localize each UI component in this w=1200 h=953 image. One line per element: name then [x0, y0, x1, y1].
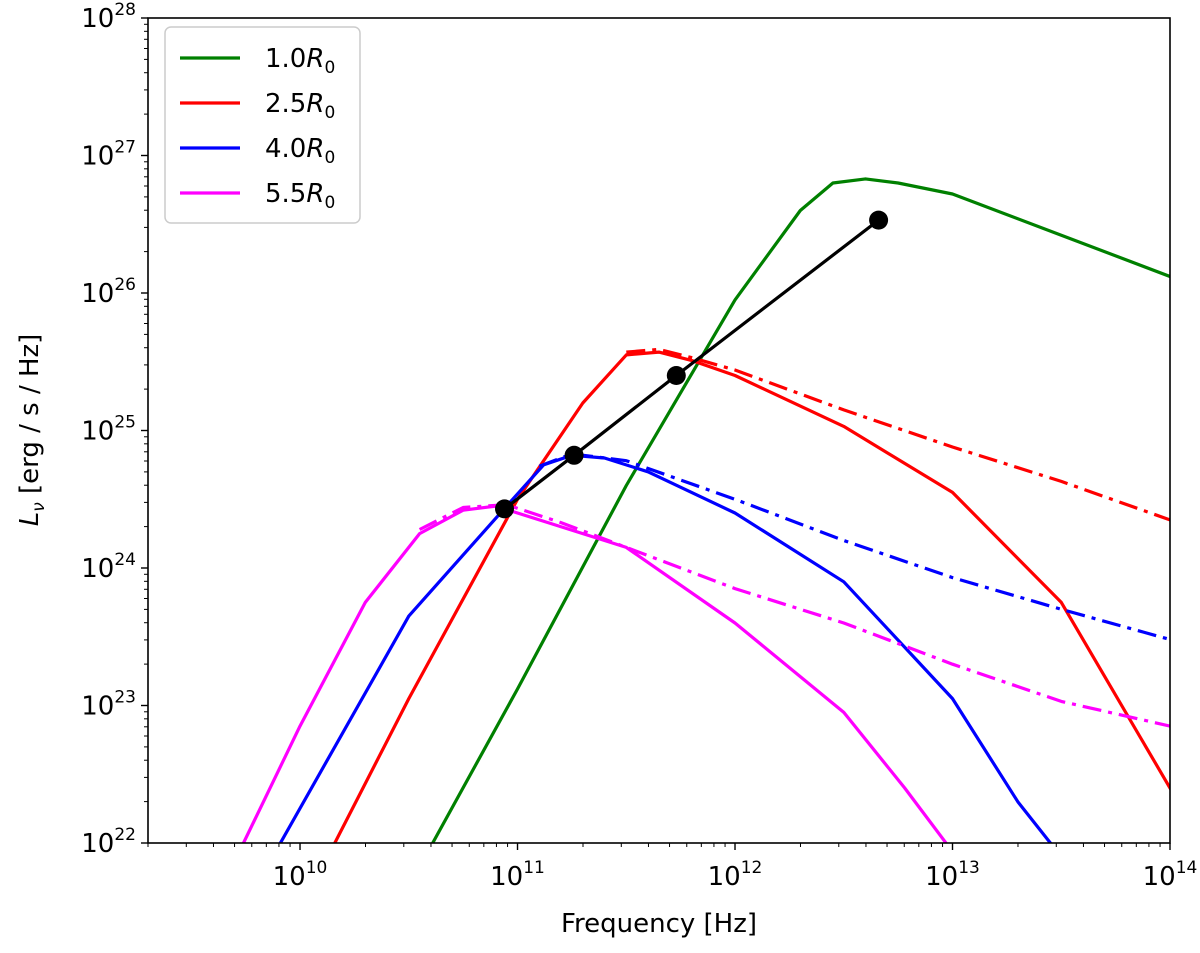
x-tick-label-1: 1011: [490, 858, 545, 892]
y-tick-label-6: 1028: [81, 0, 136, 34]
y-tick-label-0: 1022: [81, 825, 136, 859]
series-3-solid-line: [241, 504, 949, 843]
legend-label-1: 2.5R0: [265, 89, 335, 123]
peak-line: [503, 218, 880, 511]
y-axis-label: Lν [erg / s / Hz]: [15, 334, 49, 527]
x-tick-label-3: 1013: [925, 858, 980, 892]
peak-layer: [495, 210, 889, 519]
tick-layer: [141, 17, 1171, 850]
x-tick-label-2: 1012: [708, 858, 763, 892]
y-tick-label-2: 1024: [81, 550, 136, 584]
tick-label-layer: 1010 1011 1012 1013 1014 1022 1023 1024 1025 1026…: [81, 0, 1197, 892]
series-2-dashdot-line: [538, 452, 1170, 642]
series-2-solid-line: [278, 453, 1053, 843]
series-layer: [241, 177, 1170, 843]
x-tick-label-0: 1010: [273, 858, 328, 892]
x-tick-label-4: 1014: [1143, 858, 1198, 892]
legend-label-3: 5.5R0: [265, 179, 335, 213]
peak-marker-1: [564, 445, 584, 465]
legend-box: [164, 26, 361, 224]
x-axis-label: Frequency [Hz]: [561, 909, 757, 939]
legend-label-0: 1.0R0: [265, 44, 335, 78]
y-tick-label-5: 1027: [81, 138, 136, 172]
series-3-dashdot-line: [418, 503, 1170, 728]
series-0-solid-line: [430, 177, 1170, 843]
y-tick-label-4: 1026: [81, 275, 136, 309]
y-tick-label-1: 1023: [81, 688, 136, 722]
peak-marker-2: [666, 366, 686, 385]
series-1-solid-line: [333, 350, 1170, 843]
series-1-dashdot-line: [626, 347, 1170, 522]
legend-entries: 1.0R0 2.5R0 4.0R0 5.5R0: [180, 44, 335, 213]
peak-marker-0: [495, 499, 514, 519]
legend-label-2: 4.0R0: [265, 134, 335, 168]
y-tick-label-3: 1025: [81, 413, 136, 447]
legend: 1.0R0 2.5R0 4.0R0 5.5R0: [164, 26, 361, 224]
peak-marker-3: [869, 210, 889, 230]
